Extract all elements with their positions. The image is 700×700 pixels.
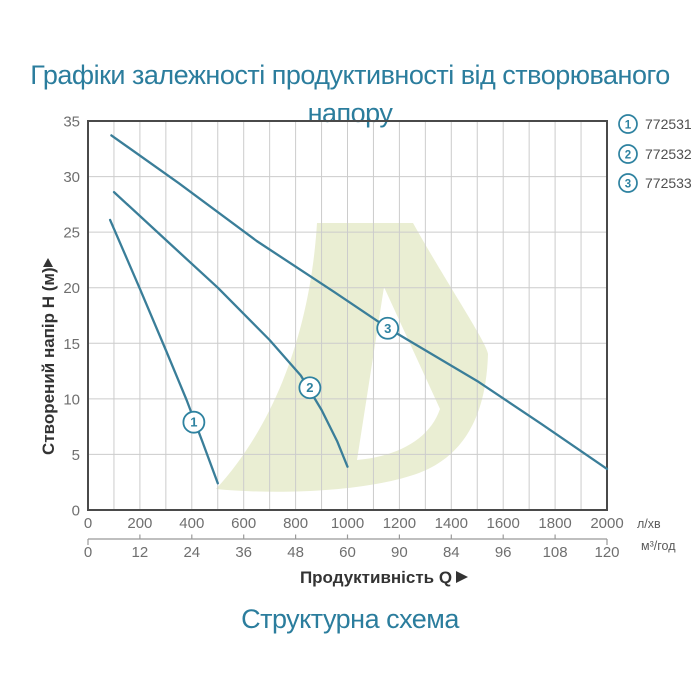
unit-label-lmin: л/хв [637,517,661,531]
x-tick-label-lmin: 1000 [331,515,364,532]
legend-code-1: 772531 [645,116,692,132]
curve-2 [112,190,349,468]
x-axis-scale-m3h: 0 12 24 36 48 60 90 84 96 108 120 [84,534,620,561]
x-tick-label-m3h: 0 [84,544,92,561]
x-tick-label-m3h: 84 [443,544,460,561]
curve-markers: 1 2 3 [182,316,400,434]
x-tick-label-m3h: 96 [495,544,512,561]
y-axis-label: Створений напір H (м) [39,267,58,455]
legend: 1 772531 2 772532 3 772533 [618,114,692,193]
curve-marker-circle-1 [182,410,206,434]
legend-item: 2 772532 [618,144,692,164]
x-tick-label-lmin: 800 [283,515,308,532]
x-axis-ticks-lmin: 0 200 400 600 800 1000 1200 1400 1600 1800 2000 [84,515,624,532]
curve-1 [108,218,219,485]
x-tick-label-m3h: 24 [183,544,200,561]
x-tick-label-lmin: 1600 [487,515,520,532]
legend-code-3: 772533 [645,175,692,191]
legend-circle-1-icon [618,114,638,134]
y-tick-label: 30 [63,169,80,186]
x-tick-label-lmin: 400 [179,515,204,532]
curve-3 [110,134,609,471]
x-tick-label-m3h: 120 [594,544,619,561]
curve-marker-num-3: 3 [384,321,391,336]
y-tick-label: 10 [63,391,80,408]
unit-label-m3h: м³/год [641,539,676,553]
x-tick-label-m3h: 36 [235,544,252,561]
legend-num-3: 3 [625,179,631,191]
y-axis-label-group: Створений напір H (м) [39,258,58,455]
page-title: Графіки залежності продуктивності від ст… [30,60,670,128]
y-tick-label: 35 [63,114,80,131]
curve-marker-num-2: 2 [306,380,313,395]
legend-item: 3 772533 [618,173,692,193]
plot-frame [87,120,608,511]
y-tick-label: 0 [72,503,80,520]
x-tick-label-lmin: 1400 [435,515,468,532]
y-axis-ticks: 0 5 10 15 20 25 30 35 [63,114,80,520]
legend-item: 1 772531 [618,114,692,134]
x-axis-label-group: Продуктивність Q [300,568,468,587]
legend-circle-3-icon [618,173,638,193]
y-axis-up-arrow-icon [43,258,53,267]
y-tick-label: 25 [63,225,80,242]
curve-marker-num-1: 1 [190,415,197,430]
y-tick-label: 20 [63,280,80,297]
x-tick-label-m3h: 60 [339,544,356,561]
y-tick-label: 15 [63,336,80,353]
caption: Структурна схема [241,604,459,634]
legend-num-1: 1 [625,120,632,132]
x-tick-label-m3h: 12 [132,544,149,561]
legend-circle-2-icon [618,144,638,164]
x-tick-label-m3h: 108 [543,544,568,561]
x-tick-label-lmin: 1800 [538,515,571,532]
curves [108,134,609,485]
x-tick-label-m3h: 48 [287,544,304,561]
legend-code-2: 772532 [645,146,692,162]
curve-marker-circle-3 [376,316,400,340]
x-tick-label-m3h: 90 [391,544,408,561]
x-tick-label-lmin: 2000 [590,515,623,532]
legend-num-2: 2 [625,150,631,162]
x-axis-label: Продуктивність Q [300,568,452,587]
y-tick-label: 5 [72,447,80,464]
x-tick-label-lmin: 600 [231,515,256,532]
curve-marker-circle-2 [298,376,322,400]
x-tick-label-lmin: 200 [127,515,152,532]
x-axis-right-arrow-icon [456,571,468,583]
watermark-logo [216,223,488,492]
x-tick-label-lmin: 0 [84,515,92,532]
gridlines [88,121,607,510]
x-tick-label-lmin: 1200 [383,515,416,532]
